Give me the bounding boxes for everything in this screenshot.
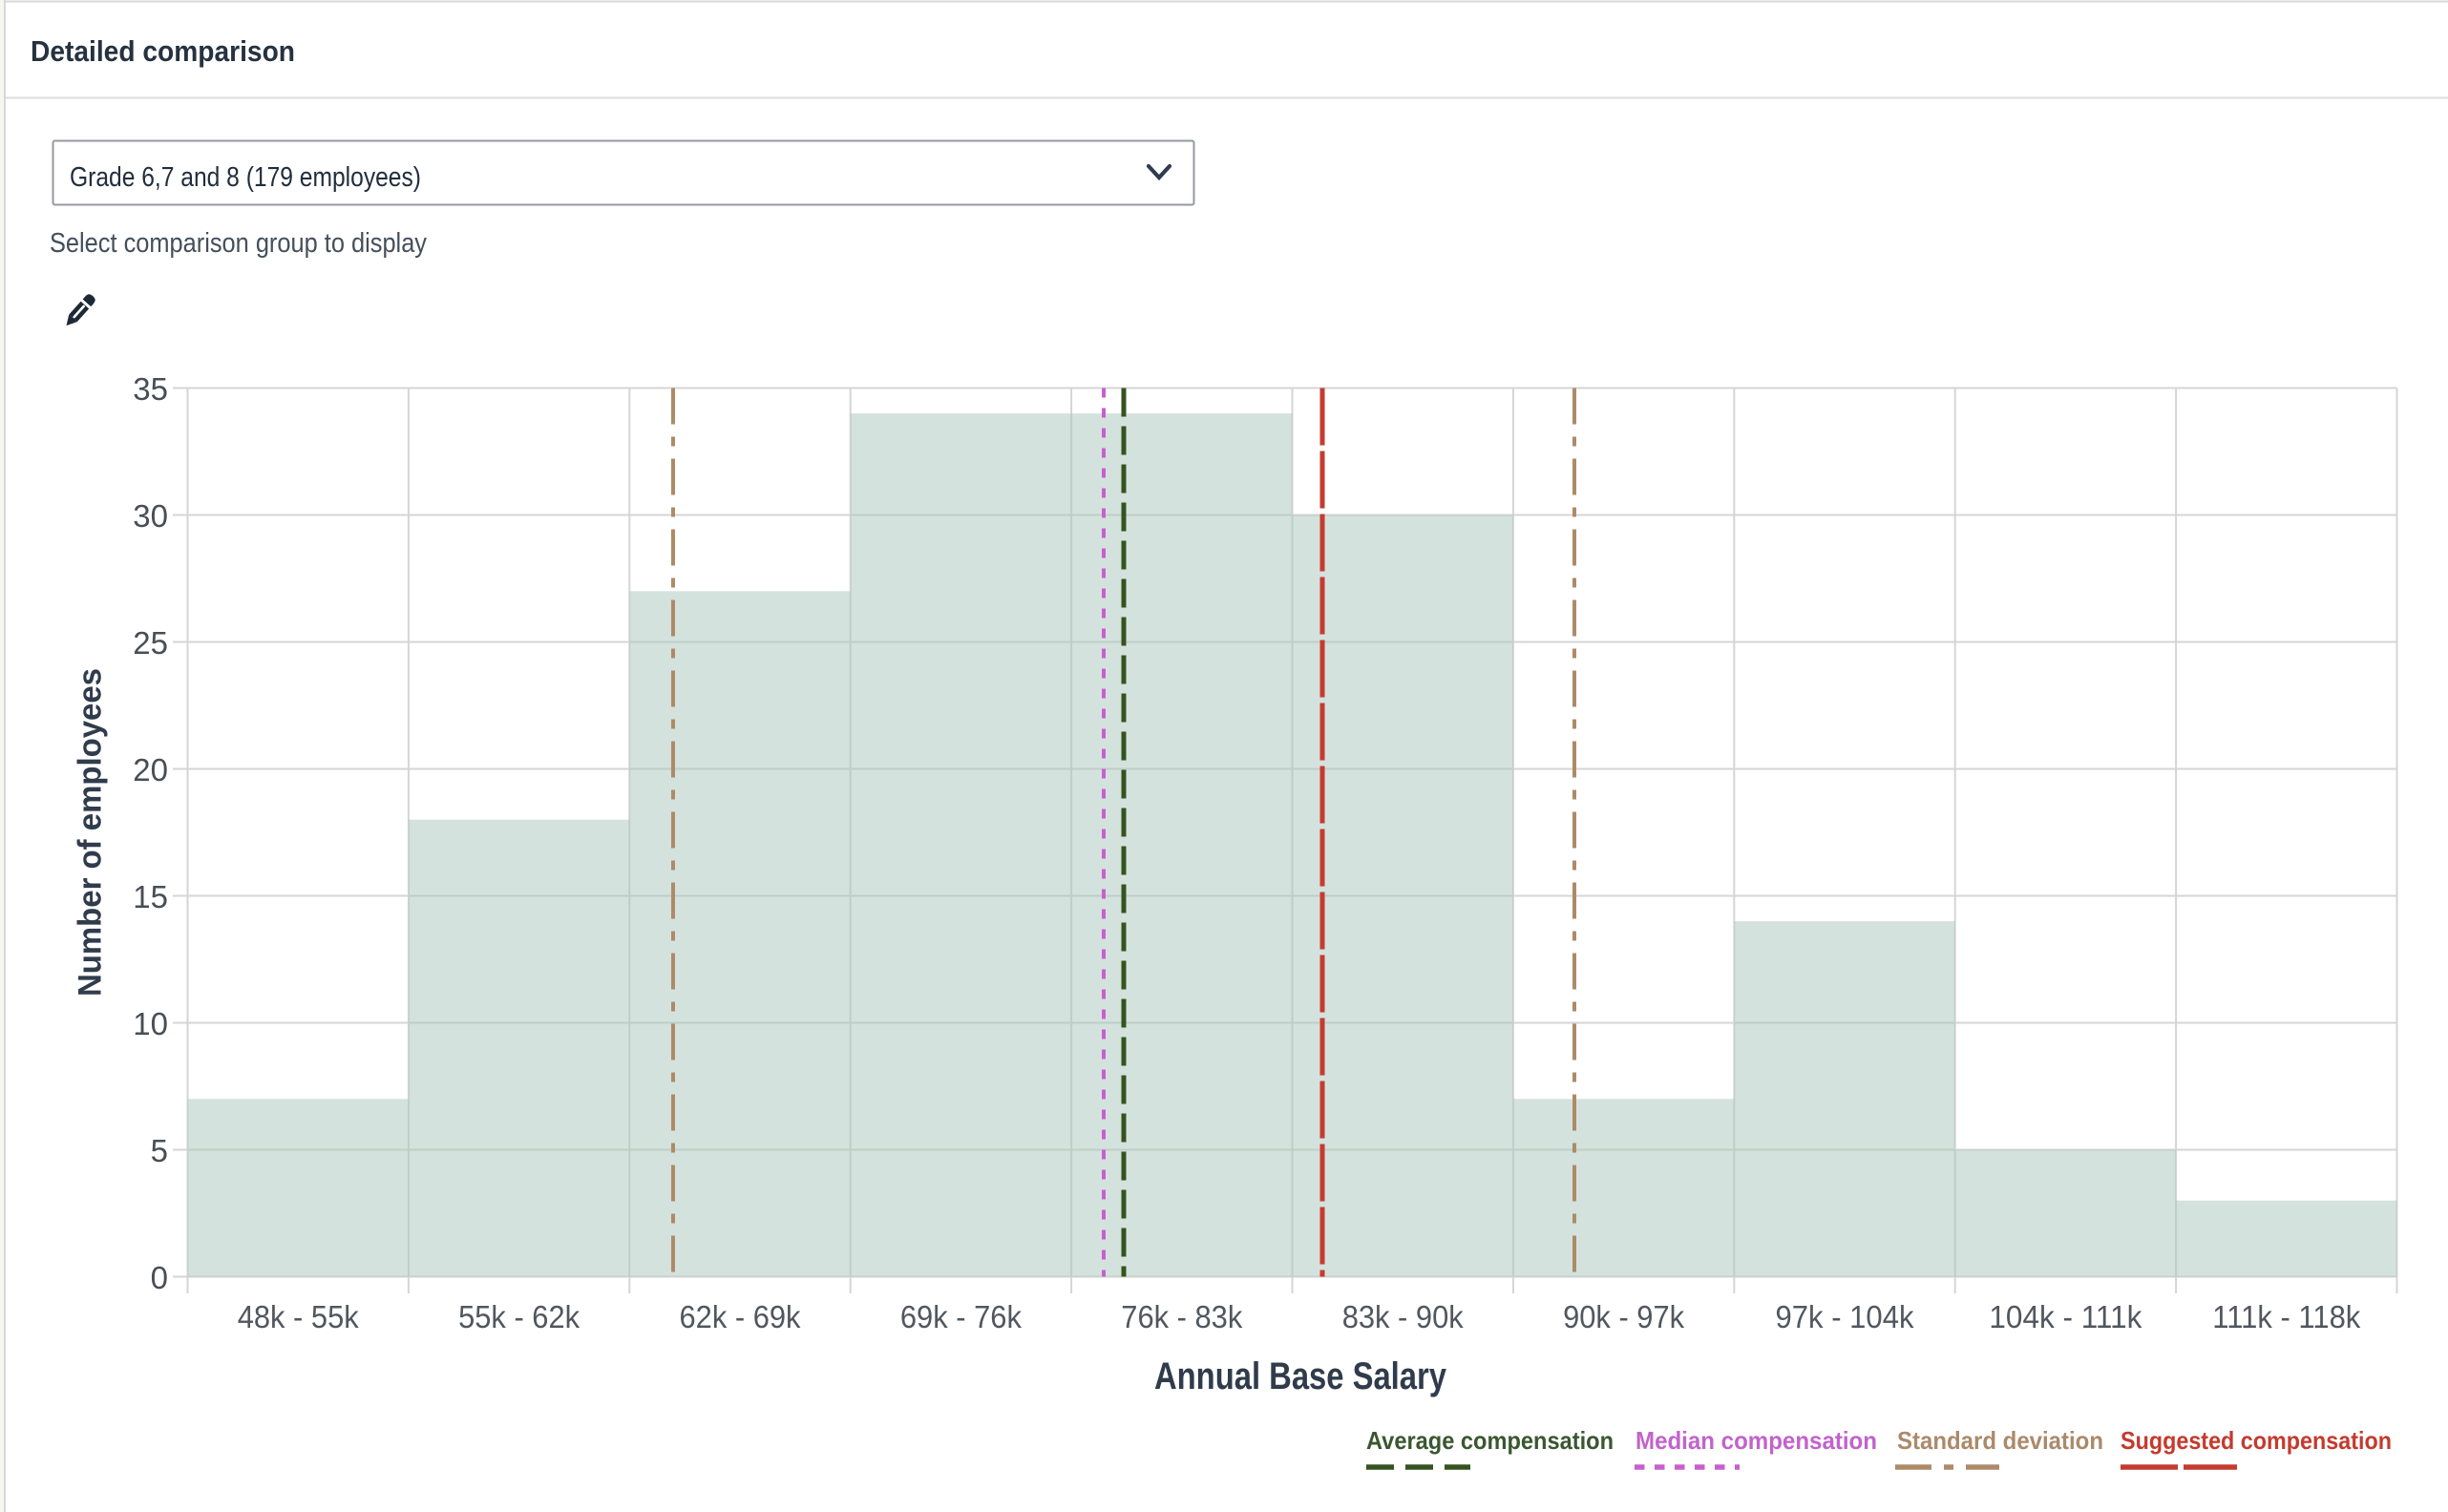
svg-text:Median compensation: Median compensation (1636, 1426, 1877, 1455)
svg-text:25: 25 (133, 625, 168, 661)
svg-text:10: 10 (133, 1006, 168, 1041)
svg-text:5: 5 (151, 1133, 168, 1168)
svg-text:55k - 62k: 55k - 62k (458, 1299, 580, 1334)
svg-text:Number of employees: Number of employees (73, 668, 109, 997)
svg-text:30: 30 (133, 498, 168, 534)
svg-text:Select comparison group to dis: Select comparison group to display (50, 228, 427, 259)
svg-text:90k - 97k: 90k - 97k (1563, 1299, 1684, 1334)
svg-text:97k - 104k: 97k - 104k (1776, 1299, 1914, 1334)
svg-text:Annual Base Salary: Annual Base Salary (1154, 1355, 1447, 1397)
svg-text:Suggested compensation: Suggested compensation (2121, 1426, 2392, 1455)
svg-text:76k - 83k: 76k - 83k (1121, 1299, 1242, 1334)
svg-text:Grade 6,7 and 8 (179 employees: Grade 6,7 and 8 (179 employees) (70, 162, 421, 193)
svg-text:62k - 69k: 62k - 69k (680, 1299, 801, 1334)
svg-text:15: 15 (133, 879, 168, 914)
svg-text:83k - 90k: 83k - 90k (1342, 1299, 1464, 1334)
svg-text:104k - 111k: 104k - 111k (1989, 1299, 2142, 1334)
svg-text:Detailed comparison: Detailed comparison (31, 34, 295, 68)
svg-text:48k - 55k: 48k - 55k (238, 1299, 359, 1334)
svg-text:0: 0 (151, 1260, 168, 1295)
svg-text:20: 20 (133, 752, 168, 788)
svg-text:Standard deviation: Standard deviation (1897, 1426, 2103, 1455)
svg-text:69k - 76k: 69k - 76k (900, 1299, 1022, 1334)
svg-text:Average compensation: Average compensation (1366, 1426, 1614, 1455)
svg-text:111k - 118k: 111k - 118k (2212, 1299, 2360, 1334)
svg-text:35: 35 (133, 371, 168, 407)
